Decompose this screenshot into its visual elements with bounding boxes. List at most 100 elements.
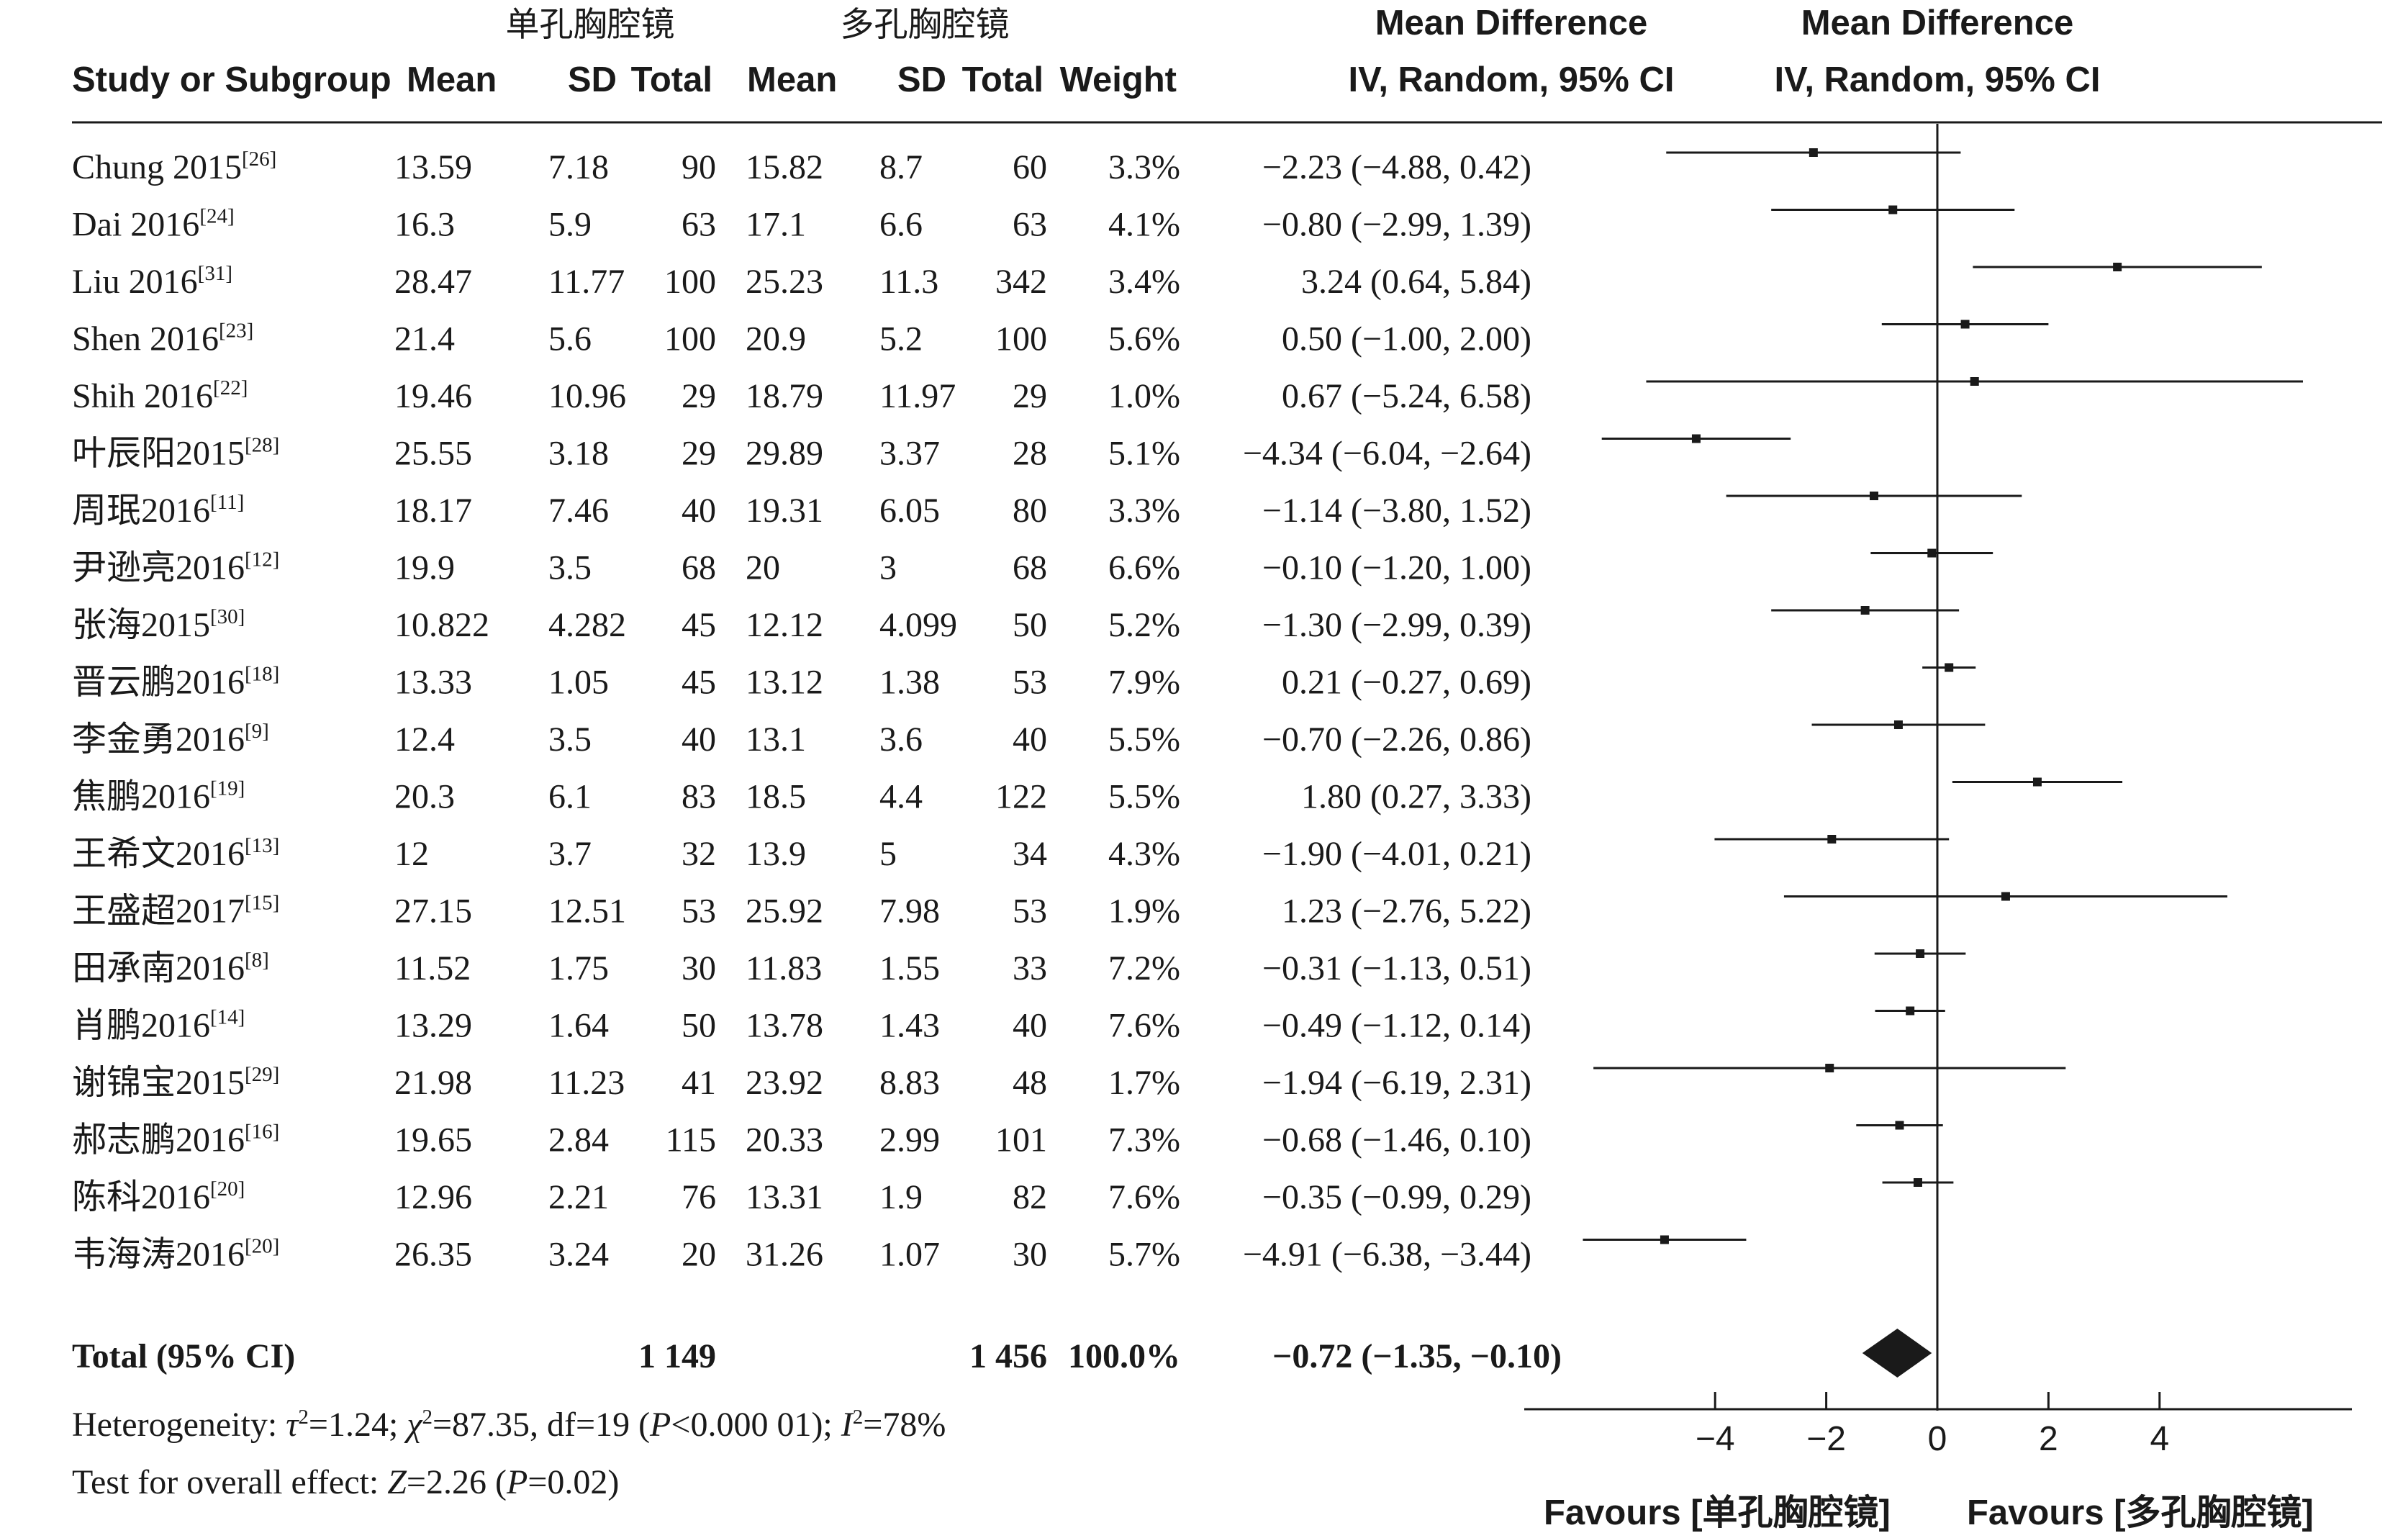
study-rows: Chung 2015[26] 13.59 7.18 90 15.82 8.7 60 3.3% −… <box>72 148 1531 1274</box>
sd2-cell: 2.99 <box>879 1121 940 1159</box>
total2-column-header: Total <box>962 60 1044 99</box>
total1-cell: 90 <box>682 148 716 186</box>
total-weight: 100.0% <box>1068 1337 1180 1375</box>
sd2-cell: 5.2 <box>879 320 923 358</box>
mean1-cell: 13.59 <box>394 148 472 186</box>
weight-cell: 1.7% <box>1108 1064 1180 1102</box>
ci-cell: 1.80 (0.27, 3.33) <box>1301 778 1531 816</box>
total1-cell: 50 <box>682 1007 716 1045</box>
point-estimate <box>1913 1178 1922 1187</box>
sd2-cell: 7.98 <box>879 892 940 931</box>
mean1-cell: 11.52 <box>394 949 471 987</box>
plot-title-header: Mean Difference <box>1801 4 2074 42</box>
mean2-cell: 18.79 <box>746 377 823 415</box>
total1-column-header: Total <box>631 60 712 99</box>
group1-header: 单孔胸腔镜 <box>506 5 675 45</box>
mean1-cell: 20.3 <box>394 778 455 816</box>
sd2-cell: 8.83 <box>879 1064 940 1102</box>
total2-cell: 60 <box>1013 148 1047 186</box>
study-name: 张海2015[30] <box>72 605 245 644</box>
weight-cell: 4.1% <box>1108 206 1180 244</box>
total2-cell: 30 <box>1013 1236 1047 1274</box>
weight-cell: 7.3% <box>1108 1121 1180 1159</box>
sd2-cell: 11.97 <box>879 377 956 415</box>
sd2-cell: 3.6 <box>879 720 923 759</box>
mean1-column-header: Mean <box>407 60 497 99</box>
weight-cell: 7.9% <box>1108 664 1180 702</box>
study-row: 周珉2016[11] 18.17 7.46 40 19.31 6.05 80 3.3% −1.1… <box>72 491 1531 530</box>
x-tick-label: 0 <box>1928 1420 1947 1458</box>
ci-cell: −0.35 (−0.99, 0.29) <box>1262 1178 1531 1216</box>
study-row: 王希文2016[13] 12 3.7 32 13.9 5 34 4.3% −1.90 (−4.0… <box>72 834 1531 873</box>
total1-cell: 29 <box>682 377 716 415</box>
point-estimate <box>1869 492 1878 500</box>
total1-cell: 100 <box>664 320 716 358</box>
mean1-cell: 18.17 <box>394 492 472 530</box>
study-row: 李金勇2016[9] 12.4 3.5 40 13.1 3.6 40 5.5% −0.70 (−… <box>72 720 1531 759</box>
weight-cell: 5.2% <box>1108 606 1180 644</box>
weight-cell: 1.0% <box>1108 377 1180 415</box>
mean2-cell: 15.82 <box>746 148 823 186</box>
total-n2: 1 456 <box>969 1337 1047 1375</box>
point-estimate <box>1827 835 1837 844</box>
study-name: 韦海涛2016[20] <box>72 1235 279 1274</box>
mean2-column-header: Mean <box>747 60 837 99</box>
study-name: Chung 2015[26] <box>72 148 276 186</box>
point-estimate <box>2032 777 2042 787</box>
sd1-cell: 3.5 <box>548 720 592 759</box>
x-tick-label: 4 <box>2150 1420 2169 1458</box>
weight-cell: 3.3% <box>1108 492 1180 530</box>
total2-cell: 101 <box>995 1121 1047 1159</box>
total-label: Total (95% CI) <box>72 1337 295 1375</box>
ci-cell: −4.91 (−6.38, −3.44) <box>1243 1236 1531 1274</box>
sd2-cell: 6.05 <box>879 492 940 530</box>
weight-cell: 3.3% <box>1108 148 1180 186</box>
total2-cell: 29 <box>1013 377 1047 415</box>
total2-cell: 63 <box>1013 206 1047 244</box>
mean2-cell: 12.12 <box>746 606 823 644</box>
mean1-cell: 25.55 <box>394 435 472 473</box>
study-row: 晋云鹏2016[18] 13.33 1.05 45 13.12 1.38 53 7.9% 0.2… <box>72 663 1531 702</box>
total2-cell: 40 <box>1013 1007 1047 1045</box>
total1-cell: 76 <box>682 1178 716 1216</box>
study-row: 叶辰阳2015[28] 25.55 3.18 29 29.89 3.37 28 5.1% −4.… <box>72 434 1531 473</box>
total2-cell: 100 <box>995 320 1047 358</box>
ci-cell: −0.31 (−1.13, 0.51) <box>1262 949 1531 987</box>
mean1-cell: 21.98 <box>394 1064 472 1102</box>
total1-cell: 41 <box>682 1064 716 1102</box>
total2-cell: 33 <box>1013 949 1047 987</box>
mean1-cell: 13.33 <box>394 664 472 702</box>
mean2-cell: 18.5 <box>746 778 806 816</box>
mean1-cell: 16.3 <box>394 206 455 244</box>
study-row: 韦海涛2016[20] 26.35 3.24 20 31.26 1.07 30 5.7% −4.… <box>72 1235 1531 1274</box>
point-estimate <box>1691 434 1701 443</box>
mean2-cell: 25.23 <box>746 263 823 301</box>
mean2-cell: 13.12 <box>746 664 823 702</box>
sd1-cell: 10.96 <box>548 377 626 415</box>
weight-cell: 5.6% <box>1108 320 1180 358</box>
ci-cell: 1.23 (−2.76, 5.22) <box>1282 892 1531 931</box>
point-estimate <box>1906 1006 1915 1016</box>
ci-cell: −1.14 (−3.80, 1.52) <box>1262 492 1531 530</box>
study-column-header: Study or Subgroup <box>72 60 391 99</box>
study-name: 周珉2016[11] <box>72 491 244 530</box>
sd1-cell: 1.05 <box>548 664 609 702</box>
mean2-cell: 29.89 <box>746 435 823 473</box>
study-name: 田承南2016[8] <box>72 949 269 987</box>
ci-cell: 0.67 (−5.24, 6.58) <box>1282 377 1531 415</box>
point-estimate <box>2113 263 2122 271</box>
total1-cell: 40 <box>682 720 716 759</box>
total1-cell: 45 <box>682 664 716 702</box>
sd1-cell: 2.21 <box>548 1178 609 1216</box>
sd1-cell: 11.77 <box>548 263 625 301</box>
study-name: Shih 2016[22] <box>72 376 248 415</box>
study-name: Liu 2016[31] <box>72 262 232 301</box>
mean1-cell: 28.47 <box>394 263 472 301</box>
sd2-cell: 3.37 <box>879 435 940 473</box>
total1-cell: 83 <box>682 778 716 816</box>
study-name: 晋云鹏2016[18] <box>72 663 279 702</box>
study-row: Chung 2015[26] 13.59 7.18 90 15.82 8.7 60 3.3% −… <box>72 148 1531 186</box>
point-estimate <box>1893 720 1903 729</box>
mean2-cell: 11.83 <box>746 949 822 987</box>
study-row: 尹逊亮2016[12] 19.9 3.5 68 20 3 68 6.6% −0.10 (−1.2… <box>72 548 1531 587</box>
